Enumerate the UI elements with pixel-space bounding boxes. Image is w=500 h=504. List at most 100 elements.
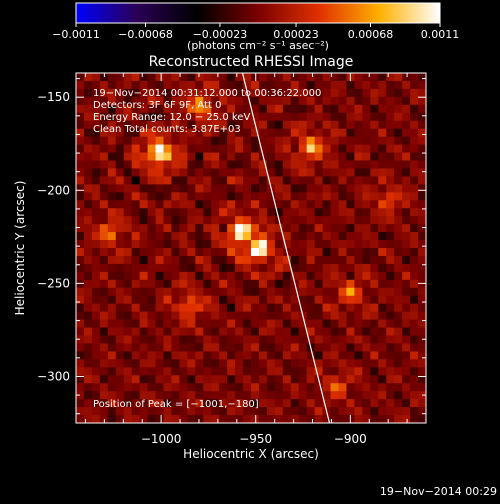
heatmap-cell [147,168,156,177]
colorbar-tick-label: 0.00068 [348,28,394,41]
heatmap-cell [139,279,148,289]
heatmap-cell [83,279,93,289]
heatmap-cell [235,271,244,281]
heatmap-cell [370,311,379,320]
heatmap-cell [258,343,268,352]
heatmap-cell [227,367,236,376]
heatmap-cell [314,383,323,392]
heatmap-cell [243,311,252,320]
heatmap-cell [139,399,148,408]
heatmap-cell [402,295,411,305]
heatmap-cell [203,287,212,297]
heatmap-cell [76,399,85,408]
heatmap-cell [282,176,292,185]
y-tick-label: −150 [37,90,70,104]
heatmap-cell [370,399,379,408]
heatmap-cell [235,391,244,400]
heatmap-cell [211,200,220,209]
heatmap-cell [243,144,252,153]
heatmap-cell [83,407,93,416]
heatmap-cell [123,327,133,336]
heatmap-cell [410,287,419,297]
heatmap-cell [147,88,156,98]
heatmap-cell [163,200,172,209]
heatmap-cell [410,383,419,392]
heatmap-cell [227,104,236,114]
heatmap-cell [290,343,300,352]
heatmap-cell [282,271,292,281]
heatmap-cell [330,335,339,344]
heatmap-cell [203,415,212,423]
heatmap-cell [91,279,101,289]
heatmap-cell [91,415,101,423]
heatmap-cell [139,104,148,114]
heatmap-cell [107,351,117,360]
heatmap-cell [306,152,316,161]
heatmap-cell [163,319,172,328]
heatmap-cell [386,295,395,305]
heatmap-cell [266,311,276,320]
heatmap-cell [139,136,148,145]
heatmap-cell [211,295,220,305]
heatmap-cell [370,335,379,344]
heatmap-cell [139,415,148,423]
heatmap-cell [251,168,260,177]
heatmap-cell [219,287,228,297]
heatmap-cell [338,192,347,201]
heatmap-cell [83,168,93,177]
heatmap-cell [370,232,379,241]
heatmap-cell [227,136,236,145]
heatmap-cell [203,160,212,169]
heatmap-cell [354,184,363,193]
heatmap-cell [290,335,300,344]
heatmap-cell [235,287,244,297]
heatmap-cell [418,248,426,257]
heatmap-cell [131,136,141,145]
heatmap-cell [195,287,204,297]
heatmap-cell [76,407,85,416]
heatmap-cell [322,383,331,392]
heatmap-cell [251,359,260,368]
heatmap-cell [131,208,141,217]
heatmap-cell [91,303,101,313]
heatmap-cell [418,327,426,336]
heatmap-cell [76,128,85,138]
heatmap-cell [338,263,347,273]
heatmap-cell [123,184,133,193]
heatmap-cell [346,335,355,344]
heatmap-cell [123,96,133,106]
heatmap-cell [314,279,323,289]
heatmap-cell [354,367,363,376]
heatmap-cell [76,255,85,265]
heatmap-cell [386,160,395,169]
heatmap-cell [370,168,379,177]
heatmap-cell [410,271,419,281]
heatmap-cell [187,192,196,201]
heatmap-cell [346,128,355,138]
heatmap-cell [354,359,363,368]
heatmap-cell [203,375,212,384]
heatmap-cell [394,248,403,257]
heatmap-cell [243,343,252,352]
heatmap-cell [290,160,300,169]
heatmap-cell [314,73,323,82]
heatmap-cell [266,240,276,249]
heatmap-cell [330,367,339,376]
heatmap-cell [266,295,276,305]
heatmap-cell [131,232,141,241]
heatmap-cell [410,248,419,257]
heatmap-cell [251,311,260,320]
heatmap-cell [243,73,252,82]
y-axis-label: Heliocentric Y (arcsec) [13,181,27,316]
heatmap-cell [274,208,284,217]
heatmap-cell [211,248,220,257]
heatmap-cell [362,343,371,352]
heatmap-cell [282,184,292,193]
heatmap-cell [219,152,228,161]
heatmap-cell [274,160,284,169]
heatmap-cell [131,399,141,408]
heatmap-cell [147,391,156,400]
heatmap-cell [322,359,331,368]
heatmap-cell [203,224,212,233]
heatmap-cell [330,263,339,273]
